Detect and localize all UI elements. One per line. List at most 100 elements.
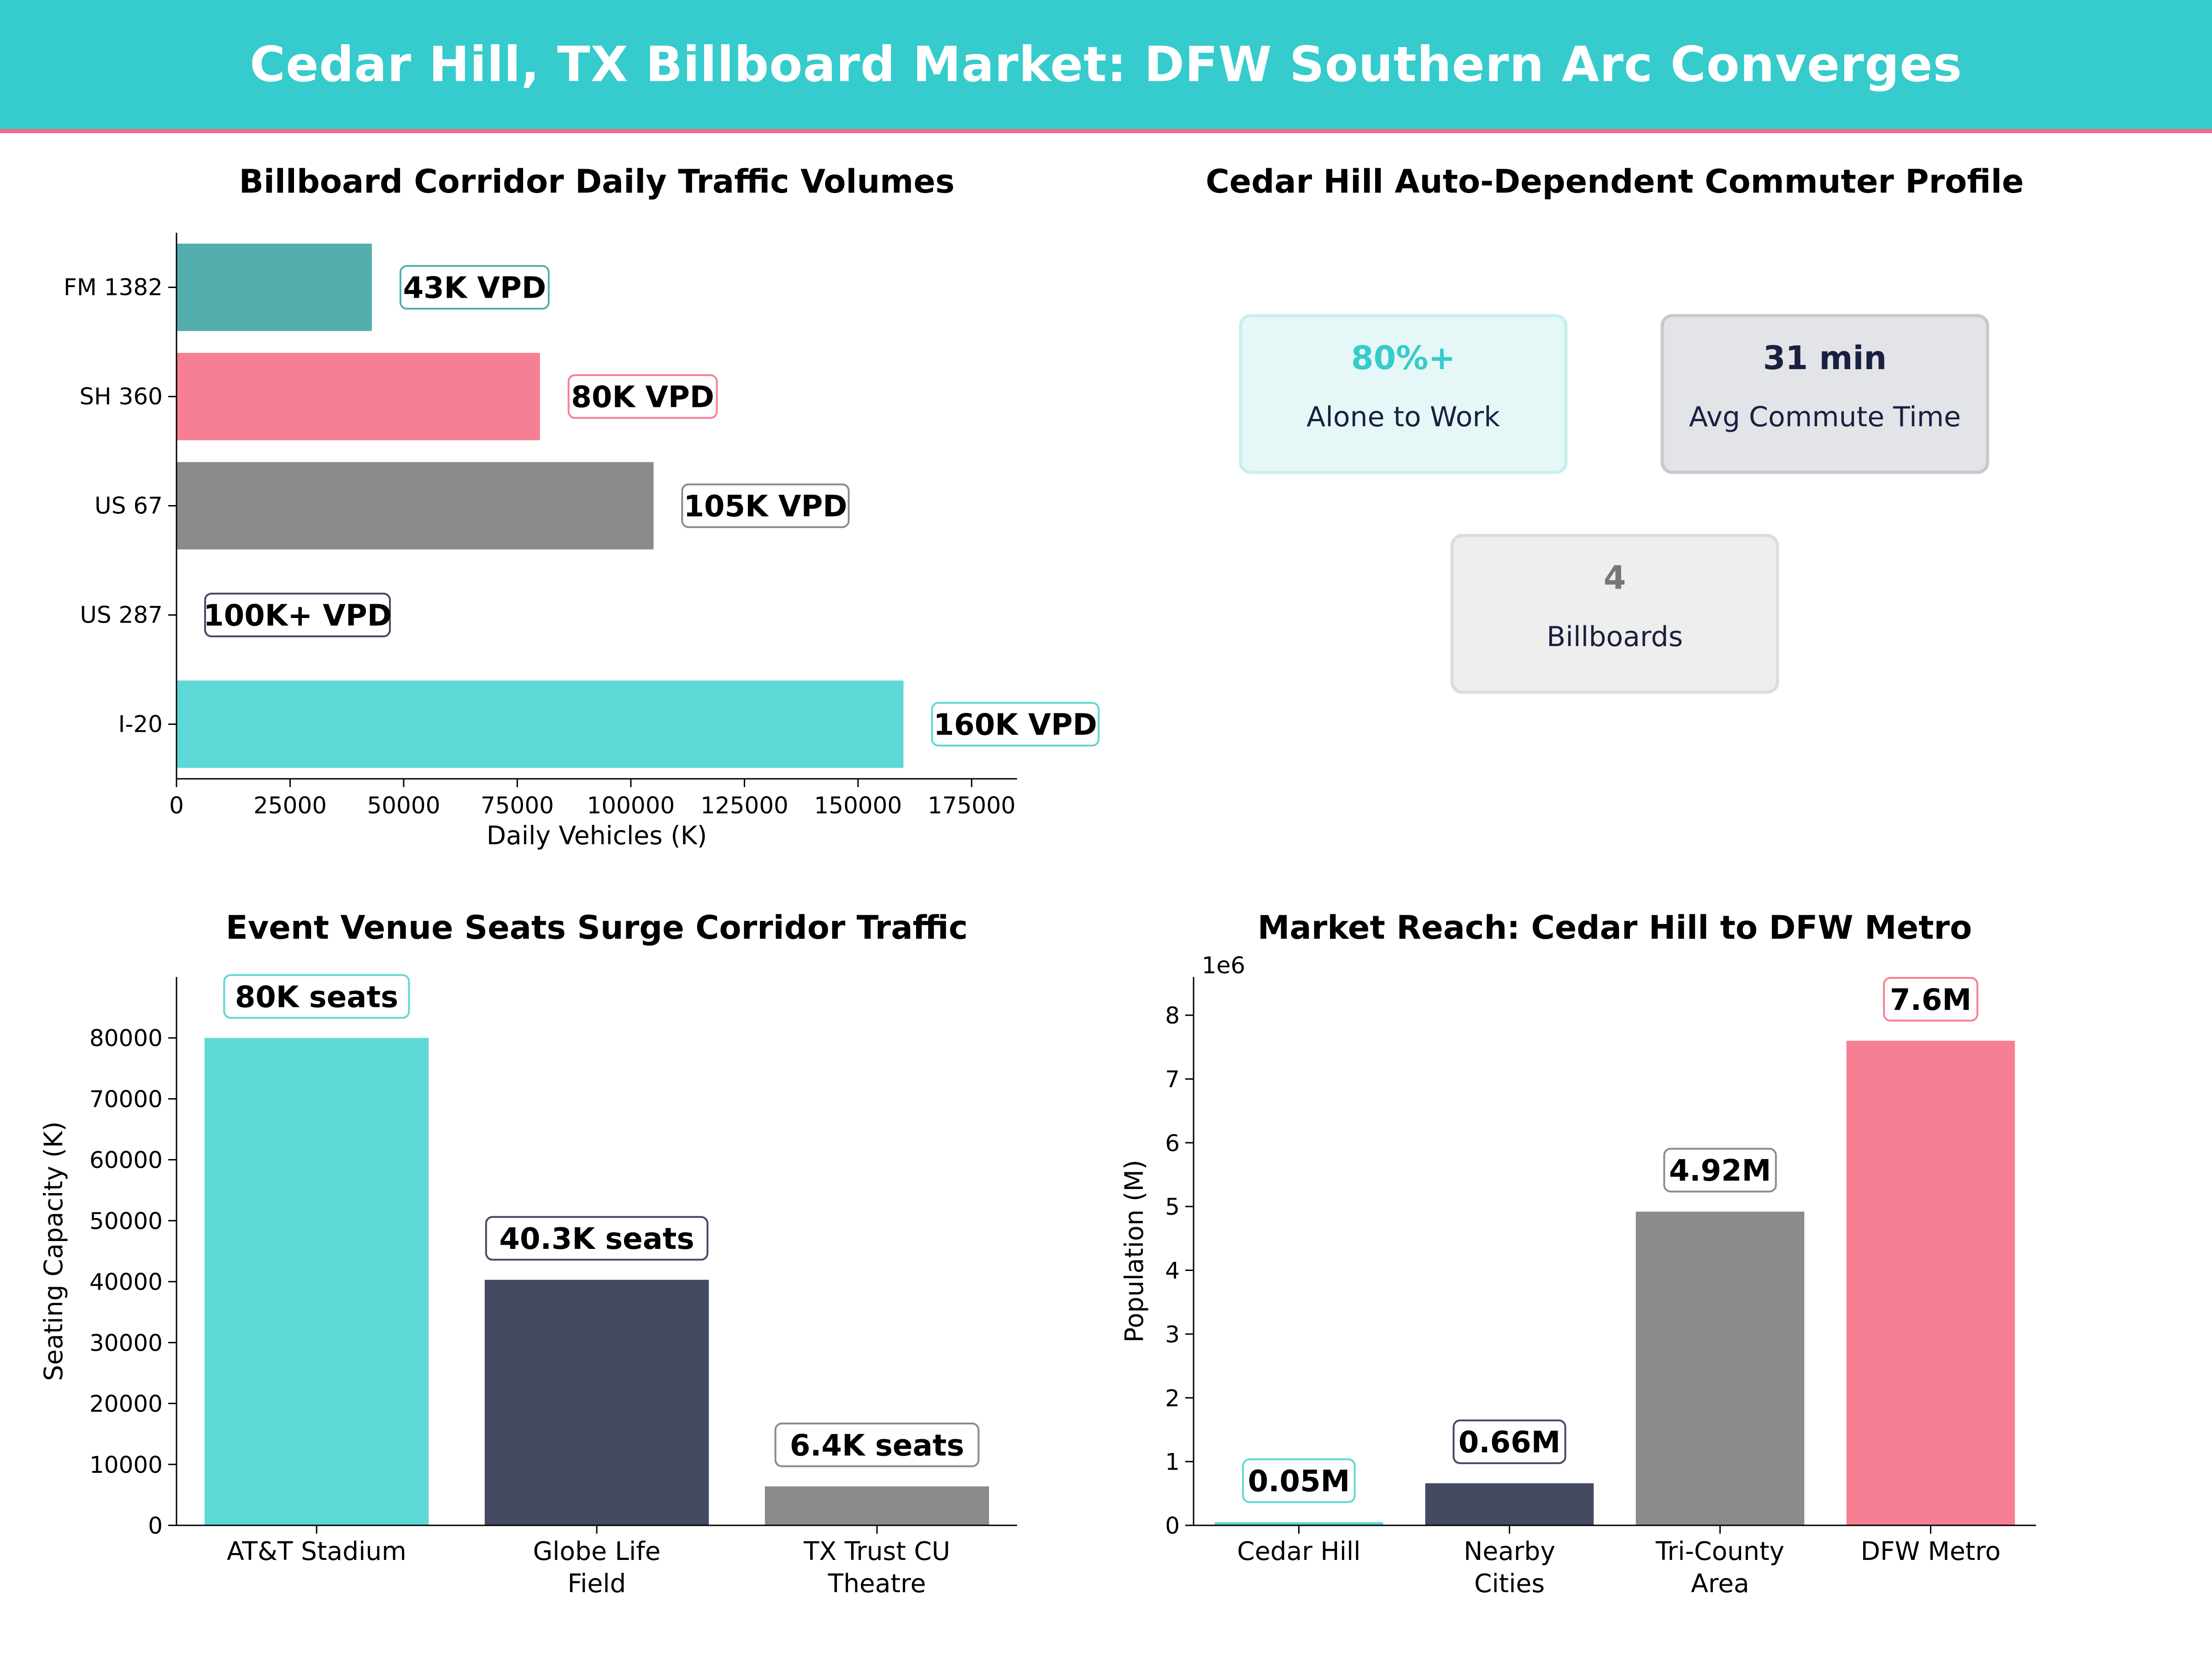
traffic-bar (176, 353, 540, 441)
market-chart-data-label-box (1883, 977, 1978, 1022)
traffic-data-label-box (204, 593, 391, 637)
traffic-data-label-box (567, 374, 718, 419)
y-tick-label: SH 360 (79, 383, 163, 410)
y-axis-label: Seating Capacity (K) (39, 1121, 68, 1381)
commuter-profile: Cedar Hill Auto-Dependent Commuter Profi… (1206, 163, 2024, 694)
venue-chart-data-label: 6.4K seats (790, 1429, 965, 1463)
y-tick-label: 60000 (89, 1147, 163, 1174)
x-tick-label: 125000 (700, 792, 788, 819)
commuter-profile-title: Cedar Hill Auto-Dependent Commuter Profi… (1206, 163, 2024, 200)
market-chart: Market Reach: Cedar Hill to DFW Metro Ced… (1119, 909, 2036, 1598)
market-chart-data-label-box (1453, 1419, 1566, 1465)
x-tick-label: 175000 (928, 792, 1016, 819)
traffic-data-label: 100K+ VPD (203, 599, 392, 633)
x-tick-label: Nearby (1464, 1536, 1555, 1566)
y-axis-label: Population (M) (1119, 1160, 1149, 1343)
x-tick-label: 150000 (814, 792, 902, 819)
kpi-label: Alone to Work (1306, 401, 1500, 433)
market-chart-bar (1214, 1522, 1383, 1525)
x-tick-label: AT&T Stadium (227, 1536, 406, 1566)
y-tick-label: 10000 (89, 1452, 163, 1478)
traffic-bar (176, 680, 904, 768)
traffic-chart-title: Billboard Corridor Daily Traffic Volumes (239, 163, 955, 200)
y-tick-label: US 287 (80, 602, 163, 629)
kpi-card (1450, 534, 1779, 694)
x-axis-label: Daily Vehicles (K) (487, 821, 707, 850)
venue-chart-title: Event Venue Seats Surge Corridor Traffic (226, 909, 968, 947)
x-tick-label: 25000 (253, 792, 327, 819)
venue-chart-data-label-box (774, 1422, 980, 1467)
y-tick-label: FM 1382 (64, 274, 163, 301)
market-chart-bar (1846, 1041, 2015, 1525)
traffic-bar (176, 462, 654, 550)
y-offset-label: 1e6 (1202, 952, 1245, 979)
x-tick-label: 0 (169, 792, 184, 819)
kpi-value: 4 (1604, 559, 1626, 597)
traffic-bar (176, 243, 372, 331)
kpi-label: Avg Commute Time (1689, 401, 1961, 433)
x-tick-label: Cedar Hill (1237, 1536, 1360, 1566)
market-chart-data-label: 4.92M (1669, 1154, 1771, 1188)
market-chart-data-label-box (1242, 1458, 1356, 1503)
traffic-data-label: 160K VPD (934, 708, 1097, 742)
traffic-chart: Billboard Corridor Daily Traffic Volumes… (64, 163, 1100, 850)
market-chart-bar (1635, 1212, 1805, 1525)
y-tick-label: 0 (148, 1512, 163, 1539)
page-title: Cedar Hill, TX Billboard Market: DFW Sou… (250, 36, 1962, 93)
x-tick-label: DFW Metro (1861, 1536, 2001, 1566)
venue-chart-bar (484, 1280, 709, 1525)
kpi-card (1660, 314, 1989, 474)
x-tick-label: Cities (1474, 1569, 1545, 1598)
x-tick-label: Globe Life (533, 1536, 661, 1566)
y-tick-label: US 67 (94, 493, 163, 519)
y-tick-label: 80000 (89, 1025, 163, 1052)
venue-chart-data-label: 80K seats (235, 980, 398, 1014)
y-tick-label: 0 (1165, 1512, 1180, 1539)
traffic-data-label: 105K VPD (683, 490, 847, 524)
traffic-data-label: 43K VPD (403, 271, 547, 306)
x-tick-label: Area (1691, 1569, 1749, 1598)
x-tick-label: Field (568, 1569, 626, 1598)
market-chart-title: Market Reach: Cedar Hill to DFW Metro (1258, 909, 1972, 947)
market-chart-bar (1425, 1483, 1594, 1525)
venue-chart-bar (765, 1486, 989, 1525)
kpi-value: 31 min (1763, 339, 1887, 377)
x-tick-label: 75000 (481, 792, 554, 819)
market-chart-data-label: 0.66M (1459, 1426, 1561, 1460)
traffic-data-label-box (681, 483, 850, 528)
y-tick-label: I-20 (118, 711, 163, 738)
venue-chart-data-label-box (485, 1216, 709, 1261)
traffic-data-label-box (931, 702, 1100, 747)
y-tick-label: 5 (1165, 1194, 1180, 1220)
venue-chart: Event Venue Seats Surge Corridor Traffic… (39, 909, 1017, 1598)
traffic-data-label: 80K VPD (571, 381, 714, 415)
y-tick-label: 4 (1165, 1258, 1180, 1284)
venue-chart-data-label-box (223, 974, 410, 1019)
y-tick-label: 2 (1165, 1385, 1180, 1412)
traffic-data-label-box (399, 265, 550, 310)
x-tick-label: 50000 (367, 792, 440, 819)
x-tick-label: Theatre (828, 1569, 926, 1598)
market-chart-data-label: 7.6M (1890, 983, 1971, 1017)
y-tick-label: 70000 (89, 1086, 163, 1112)
x-tick-label: Tri-County (1655, 1536, 1784, 1566)
venue-chart-bar (204, 1038, 429, 1525)
y-tick-label: 20000 (89, 1391, 163, 1418)
venue-chart-data-label: 40.3K seats (499, 1222, 694, 1256)
x-tick-label: 100000 (587, 792, 675, 819)
y-tick-label: 40000 (89, 1269, 163, 1295)
kpi-card (1239, 314, 1568, 474)
header-banner: Cedar Hill, TX Billboard Market: DFW Sou… (0, 0, 2212, 133)
y-tick-label: 7 (1165, 1066, 1180, 1093)
y-tick-label: 8 (1165, 1002, 1180, 1029)
kpi-value: 80%+ (1351, 339, 1455, 377)
y-tick-label: 50000 (89, 1208, 163, 1235)
x-tick-label: TX Trust CU (803, 1536, 950, 1566)
market-chart-data-label: 0.05M (1248, 1465, 1350, 1499)
y-tick-label: 30000 (89, 1330, 163, 1356)
market-chart-data-label-box (1663, 1147, 1777, 1193)
y-tick-label: 3 (1165, 1321, 1180, 1348)
y-tick-label: 6 (1165, 1130, 1180, 1157)
y-tick-label: 1 (1165, 1449, 1180, 1476)
